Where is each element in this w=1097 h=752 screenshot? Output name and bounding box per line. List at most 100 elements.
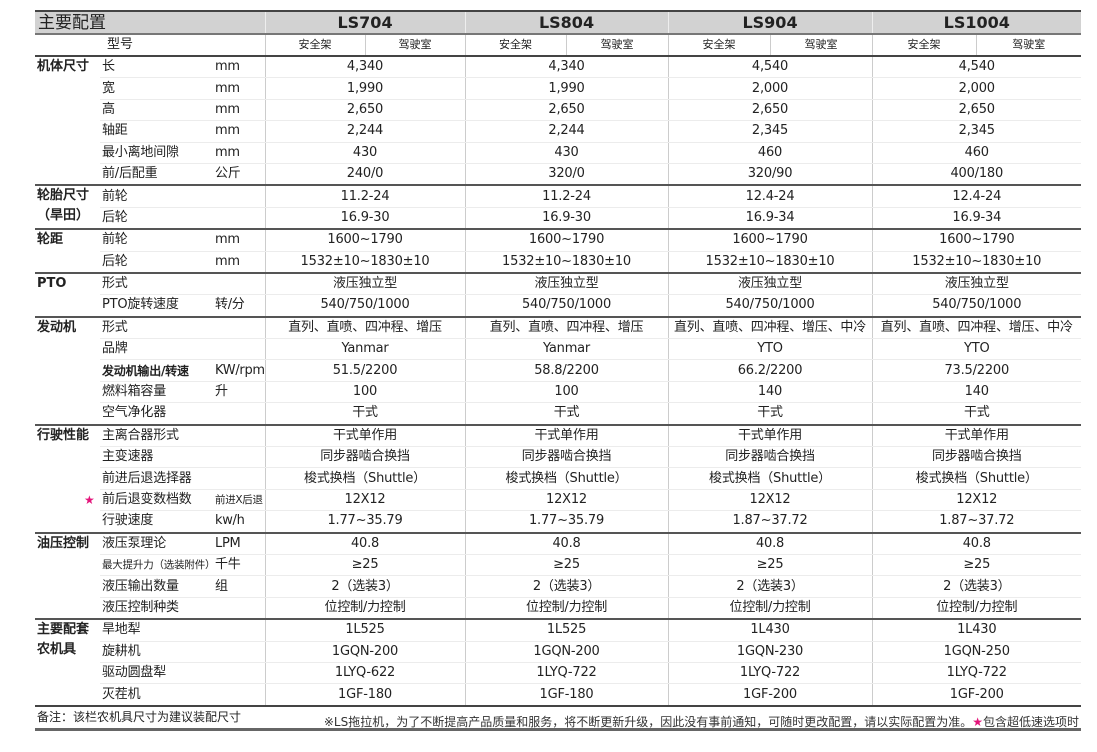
value-ls1004: 4,540 [871,56,1082,79]
value-ls1004: 1.87~37.72 [871,510,1082,534]
spec-row: ★ 前后退变数档数 前进X后退 12X12 12X12 12X12 12X12 [35,489,1082,512]
value-ls904: 320/90 [667,163,873,186]
item-cell: 驱动圆盘犁 [100,662,215,685]
value-ls804: 2,650 [464,99,669,122]
item-label: 主变速器 [102,449,154,465]
value-ls704: 2,650 [264,99,466,122]
value-ls1004: 2,345 [871,120,1082,143]
item-label: 最大提升力（选装附件） [102,559,216,572]
value-ls1004: 梭式换档（Shuttle） [871,467,1082,490]
value-ls1004: 1LYQ-722 [871,662,1082,685]
spec-row: 主要配套 农机具 旱地犁 1L525 1L525 1L430 1L430 [35,618,1082,706]
value-ls704: 4,340 [264,56,466,79]
value-ls1004: 40.8 [871,531,1082,555]
value-ls804: 1GF-180 [464,683,669,707]
disclaimer-star-text: 包含超低速选项时 [982,715,1079,729]
item-cell: 前轮 [100,184,215,208]
value-ls704: 12X12 [264,489,466,512]
item-label: 形式 [102,276,128,292]
spec-row: 高 mm 2,650 2,650 2,650 2,650 [35,99,1082,122]
value-ls1004: 1GF-200 [871,683,1082,707]
unit-label [215,423,266,448]
unit-label [215,446,266,469]
item-cell: 轴距 [100,120,215,143]
value-ls904: ≥25 [667,554,873,577]
value-ls804: 液压独立型 [464,271,669,296]
item-cell: 行驶速度 [100,510,215,534]
item-cell: 液压泵理论 [100,531,215,555]
value-ls704: 梭式换档（Shuttle） [264,467,466,490]
value-ls1004: 12.4-24 [871,184,1082,208]
spec-row: 宽 mm 1,990 1,990 2,000 2,000 [35,77,1082,100]
category-label: 行驶性能 [35,423,100,533]
unit-label: mm [215,228,266,252]
value-ls704: 2,244 [264,120,466,143]
value-ls1004: 同步器啮合换挡 [871,446,1082,469]
value-ls904: 12X12 [667,489,873,512]
value-ls1004: 直列、直喷、四冲程、增压、中冷 [871,315,1082,340]
item-label: 燃料箱容量 [102,384,167,400]
value-ls904: 12.4-24 [667,184,873,208]
spec-row: 后轮 mm 1532±10~1830±10 1532±10~1830±10 1532±1… [35,251,1082,274]
item-label: 主离合器形式 [102,427,179,443]
item-label: 品牌 [102,341,128,357]
value-ls704: 位控制/力控制 [264,597,466,620]
category-label: PTO [35,271,100,317]
value-ls704: 1GF-180 [264,683,466,707]
spec-row: PTO旋转速度 转/分 540/750/1000 540/750/1000 540/75… [35,294,1082,318]
value-ls704: 干式 [264,402,466,426]
unit-label [215,662,266,685]
spec-row: 最大提升力（选装附件） 千牛 ≥25 ≥25 ≥25 ≥25 [35,554,1082,577]
item-label: 驱动圆盘犁 [102,665,167,681]
disclaimer: ※LS拖拉机，为了不断提高产品质量和服务，将不断更新升级，因此没有事前通知，可随… [324,713,1079,730]
value-ls904: 位控制/力控制 [667,597,873,620]
spec-row: 燃料箱容量升 100 100 140 140 [35,381,1082,404]
value-ls704: 16.9-30 [264,207,466,230]
spec-row: 空气净化器 干式 干式 干式 干式 [35,402,1082,426]
spec-row: 旋耕机 1GQN-200 1GQN-200 1GQN-230 1GQN-250 [35,641,1082,663]
spec-row: 品牌 Yanmar Yanmar YTO YTO [35,338,1082,361]
spec-row: 液压输出数量组 2（选装3） 2（选装3） 2（选装3） 2（选装3） [35,575,1082,598]
item-cell: 长 [100,56,215,79]
spec-row: 油压控制 液压泵理论 LPM 40.8 40.8 40.8 40.8 [35,531,1082,620]
value-ls704: 100 [264,381,466,404]
model-ls804: LS804 [464,10,669,35]
item-cell: 旱地犁 [100,618,215,642]
value-ls704: 2（选装3） [264,575,466,598]
spec-row: 液压控制种类 位控制/力控制 位控制/力控制 位控制/力控制 位控制/力控制 [35,597,1082,620]
value-ls704: 1LYQ-622 [264,662,466,685]
cab-option-cabin: 驾驶室 [364,34,466,57]
value-ls1004: 干式单作用 [871,423,1082,448]
value-ls904: 540/750/1000 [667,294,873,318]
model-ls704: LS704 [264,10,466,35]
value-ls804: 2,244 [464,120,669,143]
unit-label: kw/h [215,510,266,534]
item-cell: 液压控制种类 [100,597,215,620]
cab-option-rops: 安全架 [264,34,366,57]
note-text: 备注：该栏农机具尺寸为建议装配尺寸 [35,704,1082,731]
item-cell: 燃料箱容量 [100,381,215,404]
value-ls804: 1532±10~1830±10 [464,251,669,274]
unit-label: mm [215,77,266,100]
value-ls804: 100 [464,381,669,404]
value-ls704: 1.77~35.79 [264,510,466,534]
item-cell: 形式 [100,271,215,296]
subheader-row: 型号 安全架 驾驶室 安全架 驾驶室 安全架 驾驶室 安全架 驾驶室 [35,34,1082,57]
value-ls804: 干式 [464,402,669,426]
value-ls904: 1532±10~1830±10 [667,251,873,274]
unit-label [215,184,266,208]
value-ls904: 1.87~37.72 [667,510,873,534]
value-ls1004: 12X12 [871,489,1082,512]
value-ls804: 1GQN-200 [464,641,669,663]
value-ls904: 干式单作用 [667,423,873,448]
value-ls904: 梭式换档（Shuttle） [667,467,873,490]
unit-label: mm [215,99,266,122]
item-cell: 灭茬机 [100,683,215,707]
value-ls804: 梭式换档（Shuttle） [464,467,669,490]
value-ls804: 16.9-30 [464,207,669,230]
unit-label: LPM [215,531,266,555]
spec-row: 后轮 16.9-30 16.9-30 16.9-34 16.9-34 [35,207,1082,230]
value-ls904: 140 [667,381,873,404]
spec-row: 行驶速度 kw/h 1.77~35.79 1.77~35.79 1.87~37.72 1.… [35,510,1082,534]
unit-label: 组 [215,575,266,598]
